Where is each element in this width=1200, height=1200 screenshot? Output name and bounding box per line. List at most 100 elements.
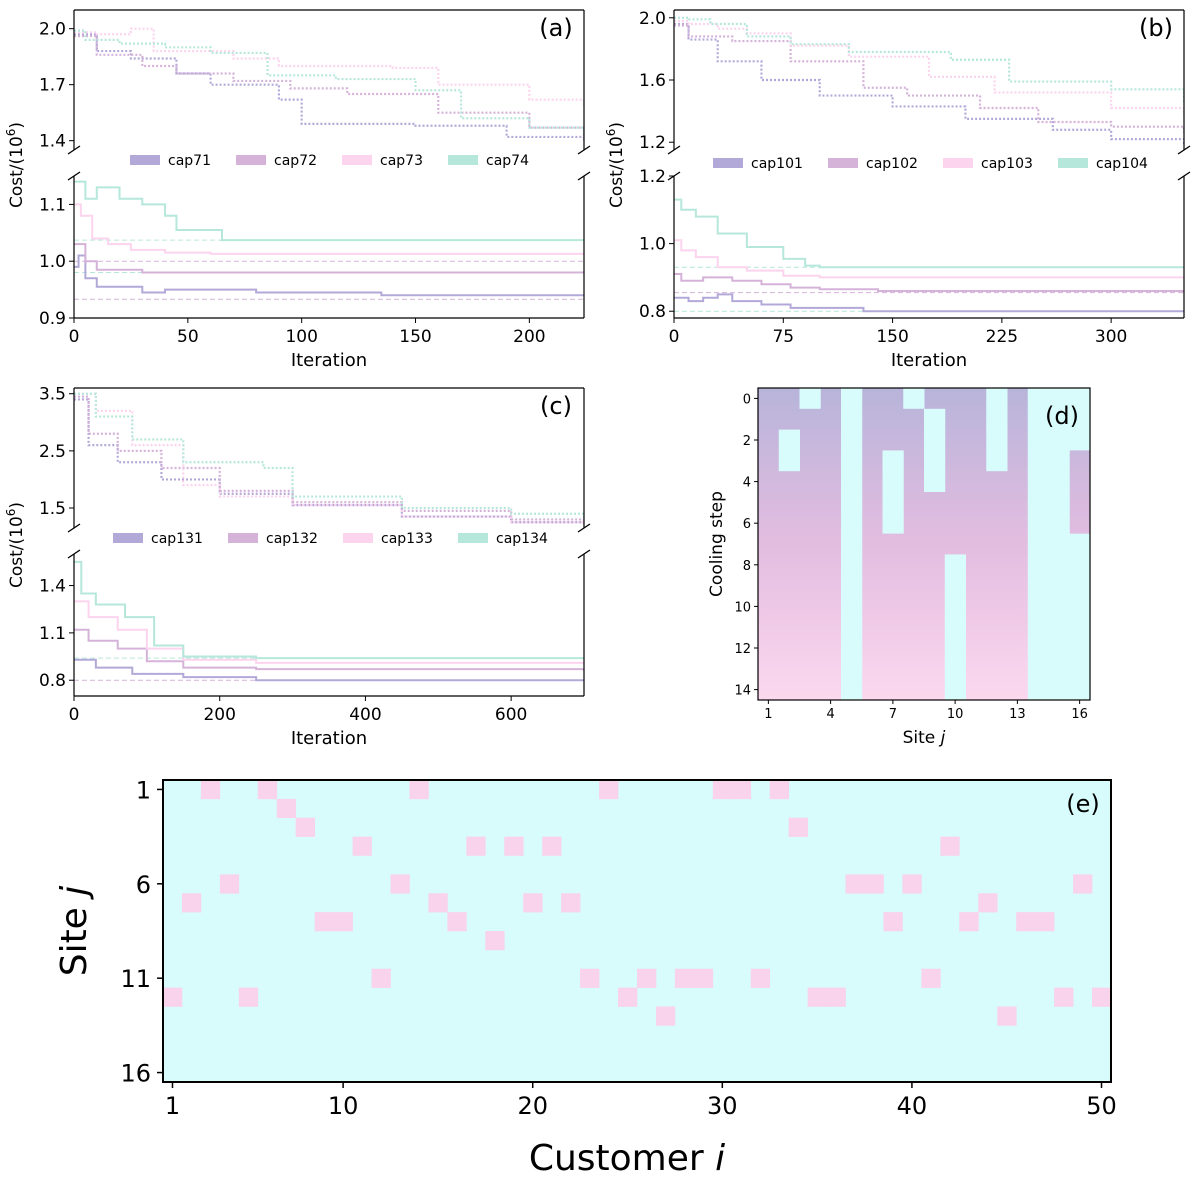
legend-swatch [1058,158,1088,168]
y-tick-label: 1.2 [639,133,666,153]
y-tick-label: 2.0 [39,20,66,40]
x-tick-label: 20 [517,1092,548,1120]
y-tick-label: 1.1 [39,195,66,215]
y-tick-label: 0.8 [39,671,66,691]
assignment-cell [163,987,183,1007]
assignment-cell [276,798,297,819]
assignment-cell [712,780,733,800]
series-cap71-upper [74,33,584,141]
y-tick-label: 4 [743,476,751,491]
y-label-exponent: 6 [4,509,18,517]
legend-label: cap131 [151,531,203,547]
x-tick-label: 75 [772,327,794,347]
heatmap-cell-cyan [903,388,925,409]
assignment-cell [864,874,884,894]
x-tick-label: 300 [1095,327,1127,347]
assignment-cell [618,987,638,1007]
assignment-cell [181,893,202,913]
x-tick-label: 200 [203,705,235,725]
series-cap103-upper [674,19,1184,116]
heatmap-cell-cyan [924,408,946,492]
legend-swatch [113,533,143,543]
assignment-cell [580,968,600,988]
heatmap-cell-cyan [944,554,966,700]
series-cap134-lower [74,560,584,660]
heatmap-frame [162,779,1112,1083]
x-tick-label: 400 [349,705,381,725]
series-cap131-upper [74,398,584,526]
x-tick-label: 0 [69,327,80,347]
assignment-cell [1035,912,1055,932]
axis-break-mark [577,549,591,559]
series-cap102-lower [674,273,1184,293]
series-cap73-upper [74,27,584,106]
y-tick-label: 14 [734,684,751,699]
y-tick-label: 1.5 [39,499,66,519]
legend-swatch [228,533,258,543]
heatmap-cell-cyan [778,429,800,472]
series-cap103-lower [674,239,1184,279]
heatmap-cell-cyan [986,388,1008,472]
legend-label: cap104 [1096,156,1148,172]
x-tick-label: 16 [1071,707,1088,722]
assignment-cell [257,780,278,800]
x-tick-label: 13 [1009,707,1026,722]
panel-label: (c) [540,392,572,420]
legend-label: cap132 [266,531,318,547]
y-label-text: Cost/(10 [7,136,27,208]
y-label-exponent: 6 [604,129,618,137]
assignment-cell [219,874,240,894]
x-axis-label: Customer i [529,1138,725,1179]
x-tick-label: 100 [285,327,317,347]
heatmap-cell-cyan [1069,533,1091,700]
series-cap133-lower [74,600,584,665]
assignment-cell [807,987,827,1007]
series-cap132-lower [74,628,584,671]
assignment-cell [523,893,543,913]
y-tick-label: 6 [743,517,751,532]
assignment-cell [637,968,657,988]
y-tick-label: 0 [743,392,751,407]
assignment-cell [655,1006,676,1026]
assignment-cell [390,874,410,894]
assignment-cell [883,912,903,932]
series-cap102-upper [674,24,1184,133]
x-tick-label: 1 [165,1092,180,1120]
y-tick-label: 1.0 [639,235,666,255]
legend-label: cap74 [486,153,529,169]
series-cap74-upper [74,29,584,136]
assignment-cell [997,1006,1017,1026]
assignment-cell [314,912,334,932]
y-tick-label: 1.2 [639,167,666,187]
legend-swatch [943,158,973,168]
assignment-cell [788,817,808,837]
assignment-cell [561,893,581,913]
assignment-cell [693,968,714,988]
assignment-cell [769,780,789,800]
y-axis-label: Cooling step [707,491,727,597]
legend-swatch [342,155,372,165]
y-tick-label: 1.6 [639,71,666,91]
axis-break-mark [577,523,591,533]
x-tick-label: 7 [889,707,897,722]
y-axis-label: Site j [54,886,95,977]
x-label-var: i [715,1138,725,1179]
x-label-text: Customer [529,1138,715,1179]
x-tick-label: 0 [69,705,80,725]
assignment-cell [674,968,695,988]
series-cap131-lower [74,658,584,682]
assignment-cell [940,836,960,856]
legend-label: cap134 [496,531,548,547]
heatmap-frame [757,387,1091,701]
series-cap72-upper [74,35,584,141]
series-cap104-upper [674,16,1184,104]
x-axis-label: Iteration [291,350,367,371]
assignment-cell [428,893,448,913]
x-tick-label: 600 [495,705,527,725]
heatmap-cell-cyan [882,450,904,534]
assignment-cell [1054,987,1074,1007]
x-tick-label: 50 [1086,1092,1117,1120]
assignment-cell [959,912,979,932]
